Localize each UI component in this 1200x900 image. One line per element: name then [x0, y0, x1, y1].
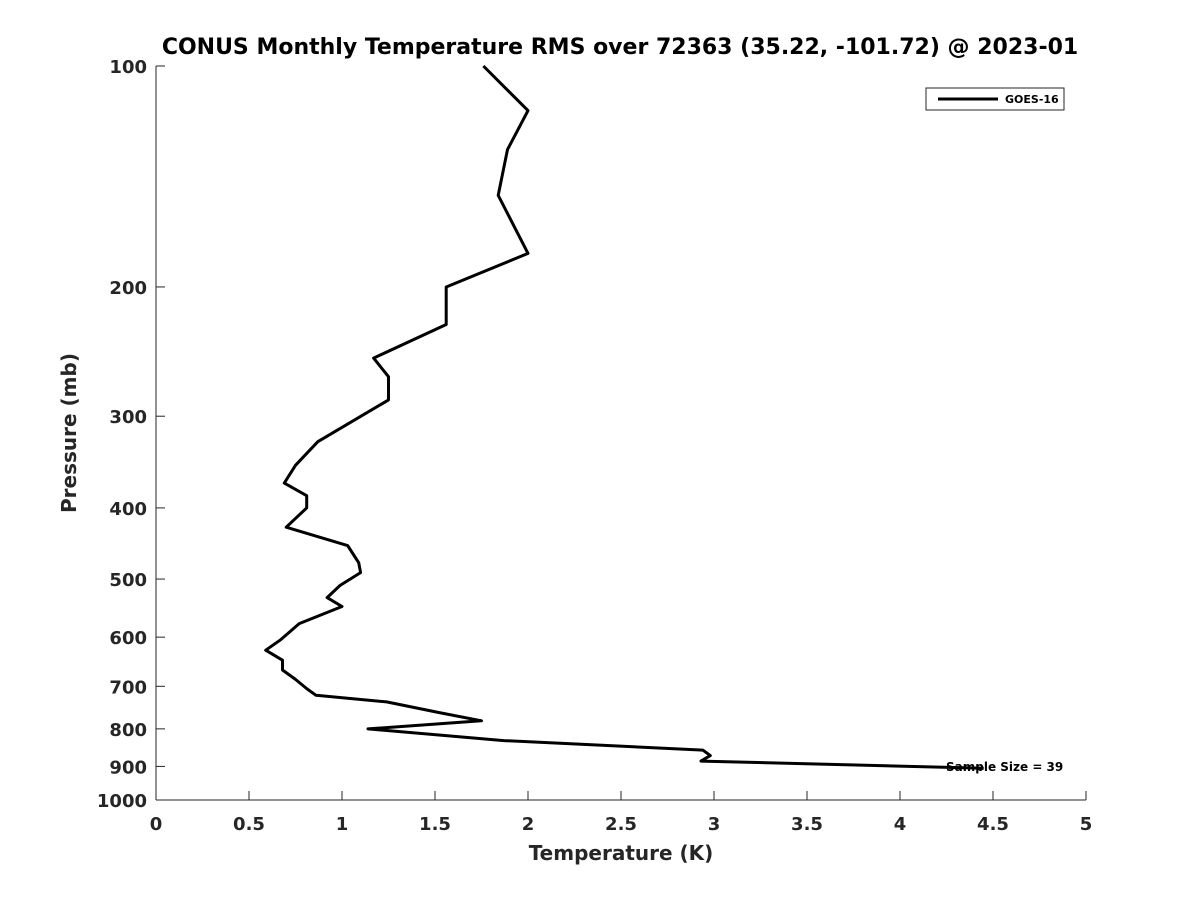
- x-tick-label: 1.5: [419, 814, 451, 835]
- y-tick-label: 500: [109, 570, 147, 591]
- y-tick-label: 700: [109, 677, 147, 698]
- chart-title: CONUS Monthly Temperature RMS over 72363…: [162, 35, 1078, 60]
- y-tick-label: 600: [109, 628, 147, 649]
- x-ticks: 0 0.5 1 1.5 2 2.5 3 3.5 4 4.5 5: [150, 791, 1093, 835]
- x-tick-label: 0: [150, 814, 163, 835]
- y-tick-label: 300: [109, 407, 147, 428]
- legend: GOES-16: [925, 87, 1065, 111]
- sample-size-annotation: Sample Size = 39: [946, 760, 1063, 774]
- x-tick-label: 4: [894, 814, 907, 835]
- y-tick-label: 1000: [97, 791, 147, 812]
- plot-axes: [155, 66, 1086, 801]
- x-tick-label: 3.5: [791, 814, 823, 835]
- x-tick-label: 4.5: [977, 814, 1009, 835]
- x-tick-label: 1: [336, 814, 349, 835]
- y-tick-label: 400: [109, 499, 147, 520]
- legend-label-goes-16: GOES-16: [1005, 93, 1059, 106]
- x-tick-label: 5: [1080, 814, 1093, 835]
- y-tick-label: 800: [109, 720, 147, 741]
- series-line-goes-16: [264, 64, 984, 770]
- y-axis-label: Pressure (mb): [57, 353, 81, 513]
- y-ticks: 100 200 300 400 500 600 700 800 900 1000: [97, 57, 165, 812]
- x-tick-label: 2: [522, 814, 535, 835]
- x-tick-label: 2.5: [605, 814, 637, 835]
- y-tick-label: 900: [109, 757, 147, 778]
- x-tick-label: 3: [708, 814, 721, 835]
- y-tick-label: 200: [109, 278, 147, 299]
- x-tick-label: 0.5: [233, 814, 265, 835]
- x-axis-label: Temperature (K): [529, 841, 714, 865]
- y-tick-label: 100: [109, 57, 147, 78]
